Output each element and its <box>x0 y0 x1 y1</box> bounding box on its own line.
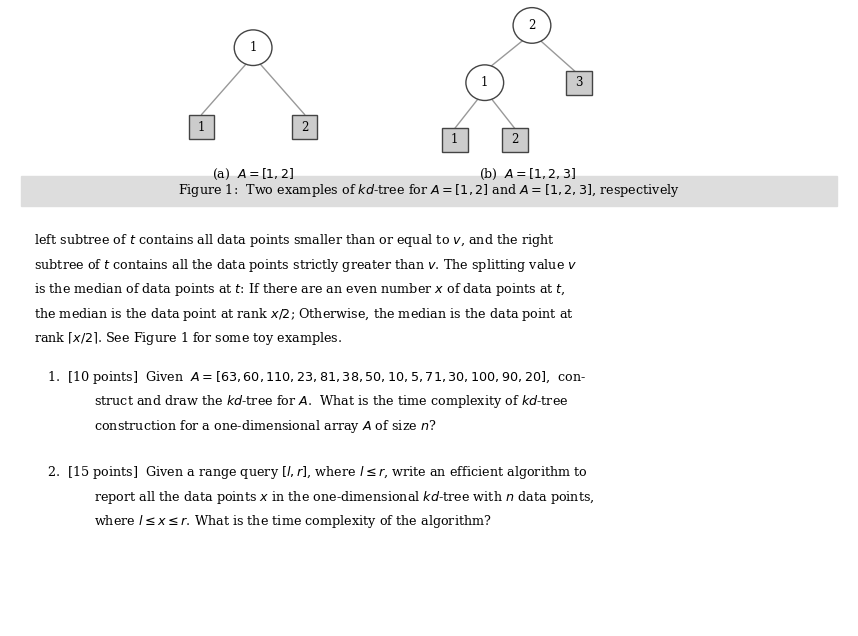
Ellipse shape <box>466 65 504 100</box>
FancyBboxPatch shape <box>502 128 528 152</box>
Text: 2: 2 <box>511 134 518 146</box>
FancyBboxPatch shape <box>189 115 214 139</box>
Text: 1.  [10 points]  Given  $A = [63, 60, 110, 23, 81, 38, 50, 10, 5, 71, 30, 100, 9: 1. [10 points] Given $A = [63, 60, 110, … <box>47 369 586 386</box>
Text: 1: 1 <box>451 134 458 146</box>
Text: Figure 1:  Two examples of $\mathit{kd}$-tree for $A = [1, 2]$ and $A = [1, 2, 3: Figure 1: Two examples of $\mathit{kd}$-… <box>178 183 680 199</box>
Text: 2: 2 <box>301 121 308 134</box>
FancyBboxPatch shape <box>21 176 837 206</box>
Ellipse shape <box>513 8 551 43</box>
FancyBboxPatch shape <box>442 128 468 152</box>
Text: (b)  $A = [1, 2, 3]$: (b) $A = [1, 2, 3]$ <box>479 167 577 182</box>
Text: left subtree of $t$ contains all data points smaller than or equal to $v$, and t: left subtree of $t$ contains all data po… <box>34 232 555 249</box>
Text: (a)  $A = [1, 2]$: (a) $A = [1, 2]$ <box>212 167 294 182</box>
Text: 2: 2 <box>529 19 535 32</box>
Ellipse shape <box>234 30 272 66</box>
Text: rank $\lceil x/2 \rceil$. See Figure 1 for some toy examples.: rank $\lceil x/2 \rceil$. See Figure 1 f… <box>34 330 342 347</box>
FancyBboxPatch shape <box>292 115 317 139</box>
Text: where $l \leq x \leq r$. What is the time complexity of the algorithm?: where $l \leq x \leq r$. What is the tim… <box>94 513 492 530</box>
Text: 1: 1 <box>198 121 205 134</box>
Text: 1: 1 <box>250 41 257 54</box>
Text: 3: 3 <box>576 76 583 89</box>
Text: report all the data points $x$ in the one-dimensional $\mathit{kd}$-tree with $n: report all the data points $x$ in the on… <box>94 488 595 506</box>
Text: construction for a one-dimensional array $A$ of size $n$?: construction for a one-dimensional array… <box>94 418 437 435</box>
Text: 1: 1 <box>481 76 488 89</box>
FancyBboxPatch shape <box>566 71 592 95</box>
Text: the median is the data point at rank $x/2$; Otherwise, the median is the data po: the median is the data point at rank $x/… <box>34 305 574 322</box>
Text: 2.  [15 points]  Given a range query $[l, r]$, where $l \leq r$, write an effici: 2. [15 points] Given a range query $[l, … <box>47 464 588 481</box>
Text: subtree of $t$ contains all the data points strictly greater than $v$. The split: subtree of $t$ contains all the data poi… <box>34 256 577 273</box>
Text: struct and draw the $\mathit{kd}$-tree for $A$.  What is the time complexity of : struct and draw the $\mathit{kd}$-tree f… <box>94 393 569 410</box>
Text: is the median of data points at $t$: If there are an even number $x$ of data poi: is the median of data points at $t$: If … <box>34 281 566 298</box>
